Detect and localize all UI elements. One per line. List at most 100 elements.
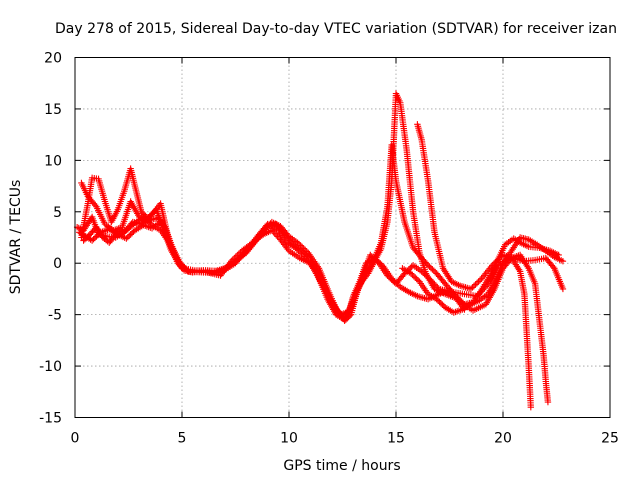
data-point: [424, 262, 432, 269]
data-point: [434, 297, 442, 304]
x-tick-label: 5: [178, 431, 187, 447]
y-tick-label: 5: [53, 205, 62, 221]
data-point: [127, 231, 134, 238]
data-point: [455, 297, 463, 304]
data-point: [387, 275, 394, 282]
data-point: [88, 237, 96, 244]
data-point: [496, 254, 504, 262]
data-point: [429, 279, 437, 286]
data-point: [493, 257, 501, 265]
data-point: [559, 257, 567, 265]
data-point: [418, 268, 425, 275]
data-point: [421, 270, 428, 278]
data-point: [369, 254, 377, 261]
data-point: [549, 263, 557, 271]
y-tick-label: 15: [44, 102, 62, 118]
data-point: [228, 257, 235, 265]
data-point: [372, 257, 380, 264]
data-point: [426, 263, 433, 270]
data-point: [419, 269, 427, 277]
data-point: [476, 276, 484, 284]
data-point: [123, 235, 130, 242]
y-tick-label: 20: [44, 51, 62, 67]
x-tick-label: 10: [280, 431, 298, 447]
data-point: [295, 247, 302, 254]
data-point: [126, 232, 133, 239]
data-point: [91, 234, 99, 242]
data-point: [422, 272, 430, 279]
data-point: [423, 260, 431, 268]
data-point: [470, 282, 478, 290]
data-point: [432, 282, 440, 290]
data-point: [427, 276, 434, 283]
data-point: [301, 253, 308, 260]
data-point: [407, 264, 414, 272]
data-point: [371, 255, 378, 263]
data-point: [472, 281, 479, 288]
y-tick-label: -15: [39, 411, 62, 427]
data-point: [243, 246, 251, 253]
data-point: [298, 250, 305, 257]
x-tick-label: 25: [601, 431, 619, 447]
data-point: [128, 220, 135, 227]
x-axis-label: GPS time / hours: [283, 458, 400, 474]
data-point: [367, 251, 374, 259]
data-point: [424, 273, 431, 281]
data-point: [407, 270, 415, 277]
series-track-c: [80, 213, 552, 406]
data-point: [427, 264, 435, 272]
data-point: [292, 244, 299, 251]
data-point: [388, 276, 395, 283]
data-point: [299, 251, 307, 259]
data-point: [436, 298, 443, 306]
axis-ticks: [74, 57, 611, 418]
y-tick-label: -5: [48, 308, 62, 324]
data-point: [295, 240, 303, 248]
data-point: [296, 248, 304, 256]
series-track-e: [78, 121, 567, 293]
data-point: [434, 284, 441, 291]
data-point: [90, 236, 97, 243]
y-tick-label: 0: [53, 256, 62, 272]
plot-frame: [74, 57, 611, 418]
data-point: [467, 285, 475, 293]
y-tick-label: -10: [39, 359, 62, 375]
data-point: [139, 209, 146, 217]
data-point: [527, 404, 535, 411]
data-point: [303, 248, 310, 255]
data-point: [437, 300, 445, 307]
data-point: [138, 220, 145, 228]
chart-title: Day 278 of 2015, Sidereal Day-to-day VTE…: [55, 21, 617, 37]
data-point: [409, 271, 416, 279]
data-point: [429, 266, 436, 273]
data-point: [495, 256, 502, 263]
y-tick-label: 10: [44, 153, 62, 169]
data-point: [302, 246, 309, 254]
data-point: [489, 262, 496, 269]
x-tick-label: 20: [494, 431, 512, 447]
data-point: [428, 278, 435, 285]
data-point: [413, 275, 420, 283]
data-point: [294, 239, 301, 246]
data-point: [475, 278, 482, 285]
y-axis-tick-labels: 20 15 10 5 0 -5 -10 -15: [39, 51, 62, 427]
data-point: [469, 284, 476, 291]
x-tick-label: 15: [387, 431, 405, 447]
data-point: [284, 231, 291, 239]
data-point: [412, 274, 419, 281]
data-point: [293, 246, 301, 253]
data-point: [297, 242, 304, 249]
data-point: [433, 296, 440, 303]
x-tick-label: 0: [71, 431, 80, 447]
data-points: [73, 90, 567, 411]
data-point: [425, 275, 433, 282]
data-point: [91, 201, 99, 209]
data-point: [439, 301, 446, 308]
series-track-f: [399, 234, 567, 316]
data-point: [492, 259, 499, 266]
data-point: [544, 398, 552, 406]
data-point: [559, 285, 567, 293]
x-axis-tick-labels: 0 5 10 15 20 25: [71, 431, 619, 447]
data-point: [178, 263, 186, 270]
